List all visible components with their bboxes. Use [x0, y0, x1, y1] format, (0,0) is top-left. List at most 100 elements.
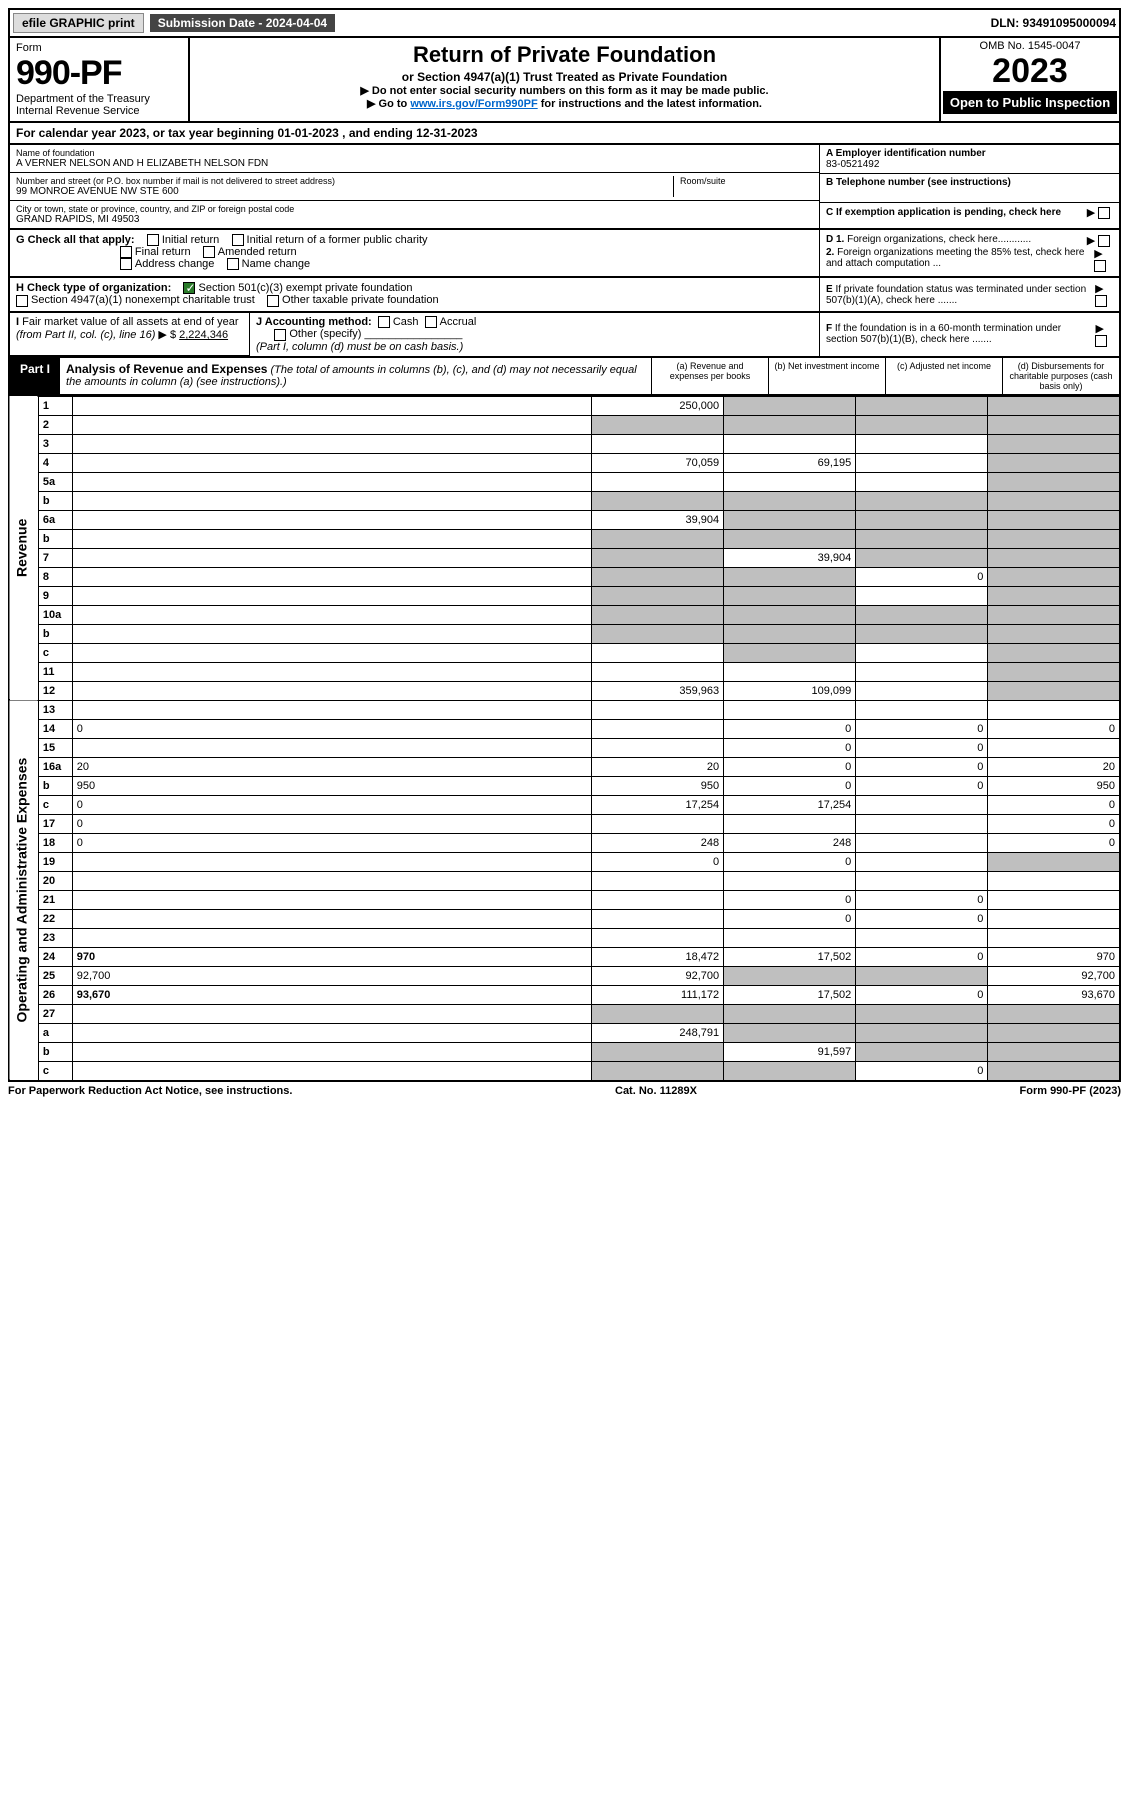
chk-address-change[interactable]	[120, 258, 132, 270]
line-description	[72, 871, 591, 890]
entity-info-right: A Employer identification number 83-0521…	[819, 145, 1119, 228]
irs-label: Internal Revenue Service	[16, 105, 182, 117]
cell-col-b: 109,099	[724, 681, 856, 700]
cell-col-d: 0	[988, 814, 1120, 833]
line-number: 26	[38, 985, 72, 1004]
cell-col-d	[988, 1061, 1120, 1081]
chk-d2[interactable]	[1094, 260, 1106, 272]
table-row: b91,597	[9, 1042, 1120, 1061]
table-row: 80	[9, 567, 1120, 586]
cell-col-c	[856, 586, 988, 605]
expenses-side-label: Operating and Administrative Expenses	[9, 700, 38, 1081]
cell-col-d	[988, 643, 1120, 662]
table-row: 2100	[9, 890, 1120, 909]
city-cell: City or town, state or province, country…	[10, 201, 819, 228]
cell-col-d: 93,670	[988, 985, 1120, 1004]
cell-col-b: 17,502	[724, 985, 856, 1004]
chk-cash[interactable]	[378, 316, 390, 328]
cell-col-b	[724, 966, 856, 985]
col-a-head: (a) Revenue and expenses per books	[651, 358, 768, 394]
cell-col-a	[592, 548, 724, 567]
line-number: 9	[38, 586, 72, 605]
table-row: 2693,670111,17217,502093,670	[9, 985, 1120, 1004]
table-row: 2200	[9, 909, 1120, 928]
cell-col-b: 0	[724, 719, 856, 738]
c-checkbox[interactable]	[1098, 207, 1110, 219]
cell-col-b: 0	[724, 890, 856, 909]
cell-col-b	[724, 1023, 856, 1042]
cell-col-d	[988, 852, 1120, 871]
efile-print-button[interactable]: efile GRAPHIC print	[13, 13, 144, 33]
table-row: 16a20200020	[9, 757, 1120, 776]
form-number: 990-PF	[16, 54, 182, 93]
table-row: b95095000950	[9, 776, 1120, 795]
chk-f[interactable]	[1095, 335, 1107, 347]
table-row: 5a	[9, 472, 1120, 491]
cell-col-a	[592, 738, 724, 757]
line-number: 21	[38, 890, 72, 909]
address-row: Number and street (or P.O. box number if…	[10, 173, 819, 201]
line-description	[72, 738, 591, 757]
cell-col-c	[856, 833, 988, 852]
chk-initial-former[interactable]	[232, 234, 244, 246]
cell-col-d	[988, 890, 1120, 909]
table-row: c	[9, 643, 1120, 662]
chk-other-method[interactable]	[274, 329, 286, 341]
cell-col-c	[856, 472, 988, 491]
cell-col-b: 0	[724, 776, 856, 795]
header-middle: Return of Private Foundation or Section …	[190, 38, 939, 121]
line-description: 20	[72, 757, 591, 776]
cell-col-c	[856, 453, 988, 472]
cell-col-a: 39,904	[592, 510, 724, 529]
cell-col-b: 17,254	[724, 795, 856, 814]
chk-501c3[interactable]	[183, 282, 195, 294]
table-row: 1700	[9, 814, 1120, 833]
cell-col-b	[724, 396, 856, 415]
table-row: c0	[9, 1061, 1120, 1081]
table-row: Operating and Administrative Expenses13	[9, 700, 1120, 719]
cell-col-d	[988, 605, 1120, 624]
cell-col-d	[988, 928, 1120, 947]
cell-col-b	[724, 510, 856, 529]
cell-col-b: 17,502	[724, 947, 856, 966]
chk-4947a1[interactable]	[16, 295, 28, 307]
cell-col-a: 20	[592, 757, 724, 776]
calendar-year-line: For calendar year 2023, or tax year begi…	[8, 123, 1121, 145]
cell-col-b	[724, 1004, 856, 1023]
chk-final-return[interactable]	[120, 246, 132, 258]
chk-initial-return[interactable]	[147, 234, 159, 246]
line-description	[72, 529, 591, 548]
chk-accrual[interactable]	[425, 316, 437, 328]
chk-e[interactable]	[1095, 295, 1107, 307]
table-row: 9	[9, 586, 1120, 605]
cell-col-d	[988, 472, 1120, 491]
line-number: a	[38, 1023, 72, 1042]
line-description	[72, 928, 591, 947]
line-number: 10a	[38, 605, 72, 624]
line-number: 25	[38, 966, 72, 985]
cell-col-b	[724, 491, 856, 510]
line-number: c	[38, 643, 72, 662]
line-description: 0	[72, 719, 591, 738]
cell-col-a	[592, 643, 724, 662]
irs-link[interactable]: www.irs.gov/Form990PF	[410, 98, 537, 110]
cell-col-b	[724, 586, 856, 605]
h-checks: H Check type of organization: Section 50…	[10, 278, 819, 311]
line-number: 14	[38, 719, 72, 738]
chk-d1[interactable]	[1098, 235, 1110, 247]
footer-mid: Cat. No. 11289X	[615, 1085, 697, 1097]
cell-col-b	[724, 624, 856, 643]
cell-col-c: 0	[856, 757, 988, 776]
foundation-name-cell: Name of foundation A VERNER NELSON AND H…	[10, 145, 819, 173]
cell-col-c: 0	[856, 567, 988, 586]
cell-col-c	[856, 396, 988, 415]
cell-col-b	[724, 567, 856, 586]
dln-label: DLN: 93491095000094	[991, 16, 1116, 30]
chk-name-change[interactable]	[227, 258, 239, 270]
chk-other-taxable[interactable]	[267, 295, 279, 307]
cell-col-a: 248,791	[592, 1023, 724, 1042]
chk-amended-return[interactable]	[203, 246, 215, 258]
line-description	[72, 909, 591, 928]
entity-info-left: Name of foundation A VERNER NELSON AND H…	[10, 145, 819, 228]
cell-col-b: 69,195	[724, 453, 856, 472]
